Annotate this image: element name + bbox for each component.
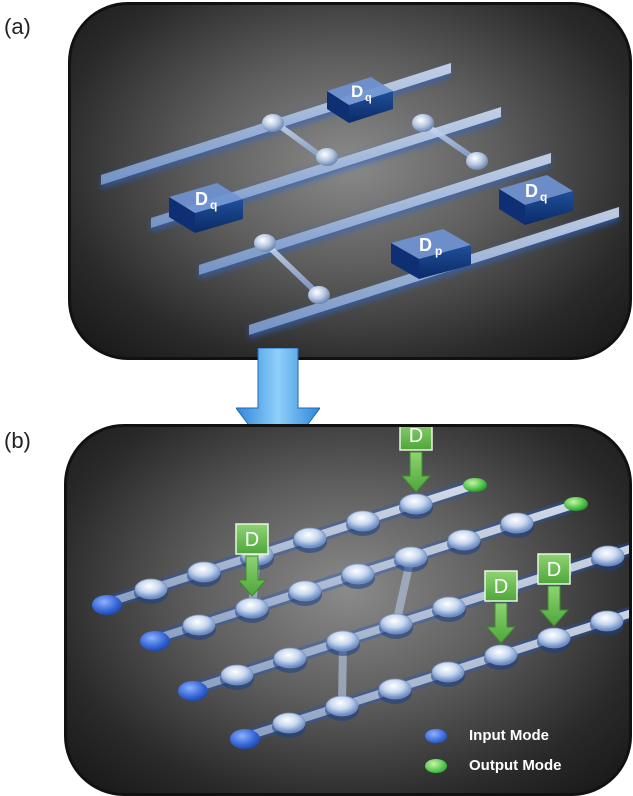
panel-a: D q D q D p D q [68,2,632,360]
resonator [326,630,360,652]
node-2 [316,148,338,166]
resonator [500,512,534,534]
resonator [432,596,466,618]
rail-3 [199,153,551,279]
resonator [346,510,380,532]
panel-b: D D D D Input Mode Output Mode [64,424,632,796]
d-marker-box [399,427,433,451]
d-block-4: D q [499,175,573,225]
resonator [220,664,254,686]
panel-b-label: (b) [4,428,31,453]
legend-output-label: Output Mode [469,757,562,774]
node-5 [254,234,276,252]
node-6 [308,286,330,304]
legend-output: Output Mode [425,757,561,774]
panel-a-diagram: D q D q D p D q [101,63,619,339]
d-marker-label: D [409,427,423,447]
input-mode-icon [425,728,447,743]
d-marker-label: D [547,559,561,581]
resonator [399,493,433,515]
output-mode-dot [463,478,487,492]
resonator [235,597,269,619]
resonator [273,647,307,669]
d-marker-2: D [235,523,269,597]
d-block-4-main: D [525,181,538,201]
resonator [325,695,359,717]
output-mode-icon [425,758,447,773]
d-marker-arrow-icon [485,602,517,644]
d-block-3: D p [391,229,471,279]
resonator-row-2 [140,497,588,651]
resonator [591,545,625,567]
d-block-3-sub: p [435,244,442,258]
resonator [379,613,413,635]
legend: Input Mode Output Mode [425,727,615,787]
d-block-1-main: D [351,82,363,101]
d-block-1: D q [327,77,393,123]
d-marker-arrow-icon [400,451,432,493]
resonator [378,678,412,700]
resonator [590,610,624,632]
d-marker-box [537,553,571,585]
resonator [341,563,375,585]
d-markers: D D D D [235,427,571,644]
d-block-4-sub: q [540,190,547,204]
panel-b-diagram: D D D D [92,427,629,749]
resonator [484,644,518,666]
d-marker-4: D [537,553,571,627]
d-marker-arrow-icon [538,585,570,627]
resonator [394,546,428,568]
input-mode-dot [92,595,122,615]
d-marker-label: D [494,576,508,598]
resonator [293,527,327,549]
resonator [187,561,221,583]
coupling-nodes [254,114,488,304]
resonator-row-4 [230,606,629,749]
legend-input: Input Mode [425,727,549,744]
d-block-3-main: D [419,235,432,255]
node-3 [412,114,434,132]
resonator [272,712,306,734]
d-marker-1: D [399,427,433,493]
resonator [447,529,481,551]
resonator-rails [92,478,629,749]
legend-input-label: Input Mode [469,727,549,744]
d-marker-label: D [245,529,259,551]
d-block-1-sub: q [365,92,372,104]
d-block-2-sub: q [210,198,217,212]
resonator [288,580,322,602]
resonator [134,578,168,600]
d-marker-arrow-icon [236,555,268,597]
d-marker-3: D [484,570,518,644]
resonator-row-1 [92,478,487,615]
d-marker-box [235,523,269,555]
d-block-2: D q [169,183,243,233]
couplers [263,119,477,295]
rail [191,545,629,693]
input-mode-dot [140,631,170,651]
input-mode-dot [230,729,260,749]
panel-a-label: (a) [4,14,31,39]
node-4 [466,152,488,170]
node-1 [262,114,284,132]
input-mode-dot [178,681,208,701]
d-block-2-main: D [195,189,208,209]
output-mode-dot [564,497,588,511]
resonator [431,661,465,683]
resonator [537,627,571,649]
resonator [182,614,216,636]
d-marker-box [484,570,518,602]
